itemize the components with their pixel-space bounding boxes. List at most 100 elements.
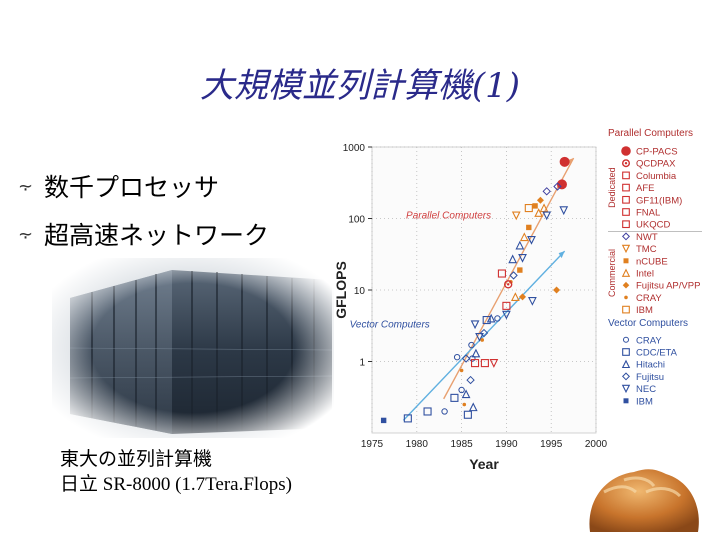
data-point [450,393,459,402]
data-point [556,179,567,190]
y-tick-label: 1000 [343,143,366,154]
data-point [441,408,448,415]
data-point [475,332,484,342]
data-point [622,195,630,204]
data-point [403,414,412,423]
data-point [532,203,538,209]
data-point [622,220,630,229]
legend-item: Columbia [636,171,677,182]
data-point [468,402,478,412]
legend-item: TMC [636,244,657,255]
data-point [527,297,537,306]
slide-title: 大規模並列計算機(1) [199,66,521,106]
data-point [622,159,631,168]
data-point [511,211,521,221]
x-tick-label: 1975 [361,439,384,450]
data-point [622,305,630,314]
legend-item: UKQCD [636,220,670,231]
legend: Parallel Computers CP-PACSQCDPAXColumbiaA… [607,128,702,407]
data-point [623,336,629,343]
data-point [486,313,496,323]
legend-item: NEC [636,384,656,395]
data-point [519,232,529,242]
data-point [622,208,630,216]
data-point [380,417,387,424]
legend-item: NWT [636,232,658,243]
legend-item: GF11(IBM) [636,195,682,206]
legend-group-commercial: Commercial [607,249,617,297]
data-point [459,368,464,373]
data-point [524,204,533,213]
legend-item: CRAY [636,293,662,304]
data-point [527,235,536,245]
bullet-marker-icon: ⸟ [18,223,34,245]
bullet-item: ⸟ 超高速ネットワーク [18,210,269,258]
x-tick-label: 1995 [540,439,563,450]
data-point [466,375,475,385]
data-point [463,410,472,419]
data-point [622,281,630,289]
data-point [461,389,471,399]
y-tick-label: 100 [348,215,365,226]
legend-item: IBM [636,396,653,407]
data-point [621,244,631,254]
bullet-text: 数千プロセッサ [44,173,220,202]
data-point [534,208,544,217]
data-point [624,295,628,300]
data-point [482,315,491,325]
data-point [480,338,485,342]
legend-item: Fujitsu [636,372,664,383]
legend-item: Intel [636,269,654,280]
x-tick-label: 1985 [450,439,473,450]
bread-image [589,469,699,532]
caption-line-2: 日立 SR-8000 (1.7Tera.Flops) [60,474,292,495]
caption-line-1: 東大の並列計算機 [60,448,213,470]
data-point [536,196,544,204]
data-point [621,146,631,156]
chart-annotation: Parallel Computers [406,211,491,222]
data-point [469,355,476,362]
x-tick-label: 1990 [495,439,518,450]
data-point [515,240,525,250]
data-point [489,359,499,368]
data-point [503,280,513,289]
performance-chart: 1 10 100 1000 1975 1980 1985 1990 1995 2000 GFLOPS… [333,128,702,472]
data-point [517,267,523,273]
data-point [621,384,631,394]
data-point [621,359,631,369]
x-axis-title: Year [469,456,499,472]
legend-item: AFE [636,183,654,194]
trend-line [402,250,566,421]
data-point [497,269,506,278]
image-caption: 東大の並列計算機 日立 SR-8000 (1.7Tera.Flops) [60,446,292,498]
y-tick-label: 1 [359,358,365,369]
data-point [542,187,551,196]
data-point [461,354,471,363]
data-point [621,372,631,381]
data-point [542,211,552,221]
supercomputer-image [52,258,334,438]
data-point [458,386,465,394]
data-point [471,348,481,358]
data-point [622,171,630,180]
data-point [480,359,489,368]
data-point [479,328,489,338]
data-point [526,224,532,231]
y-axis-title: GFLOPS [333,261,349,319]
data-point [519,293,527,301]
bullet-text: 超高速ネットワーク [44,221,270,250]
legend-item: IBM [636,305,653,316]
legend-item: FNAL [636,208,660,219]
trend-arrow-icon [558,251,565,259]
x-tick-label: 1980 [406,439,429,450]
bullet-list: ⸟ 数千プロセッサ ⸟ 超高速ネットワーク [18,162,269,258]
data-point [553,182,562,191]
data-point [502,310,511,320]
data-point [623,258,629,264]
data-point [559,206,569,216]
legend-item: QCDPAX [636,159,676,170]
x-tick-label: 2000 [585,439,608,450]
data-point [468,341,475,349]
data-point [494,315,501,322]
y-tick-label: 10 [354,286,366,297]
